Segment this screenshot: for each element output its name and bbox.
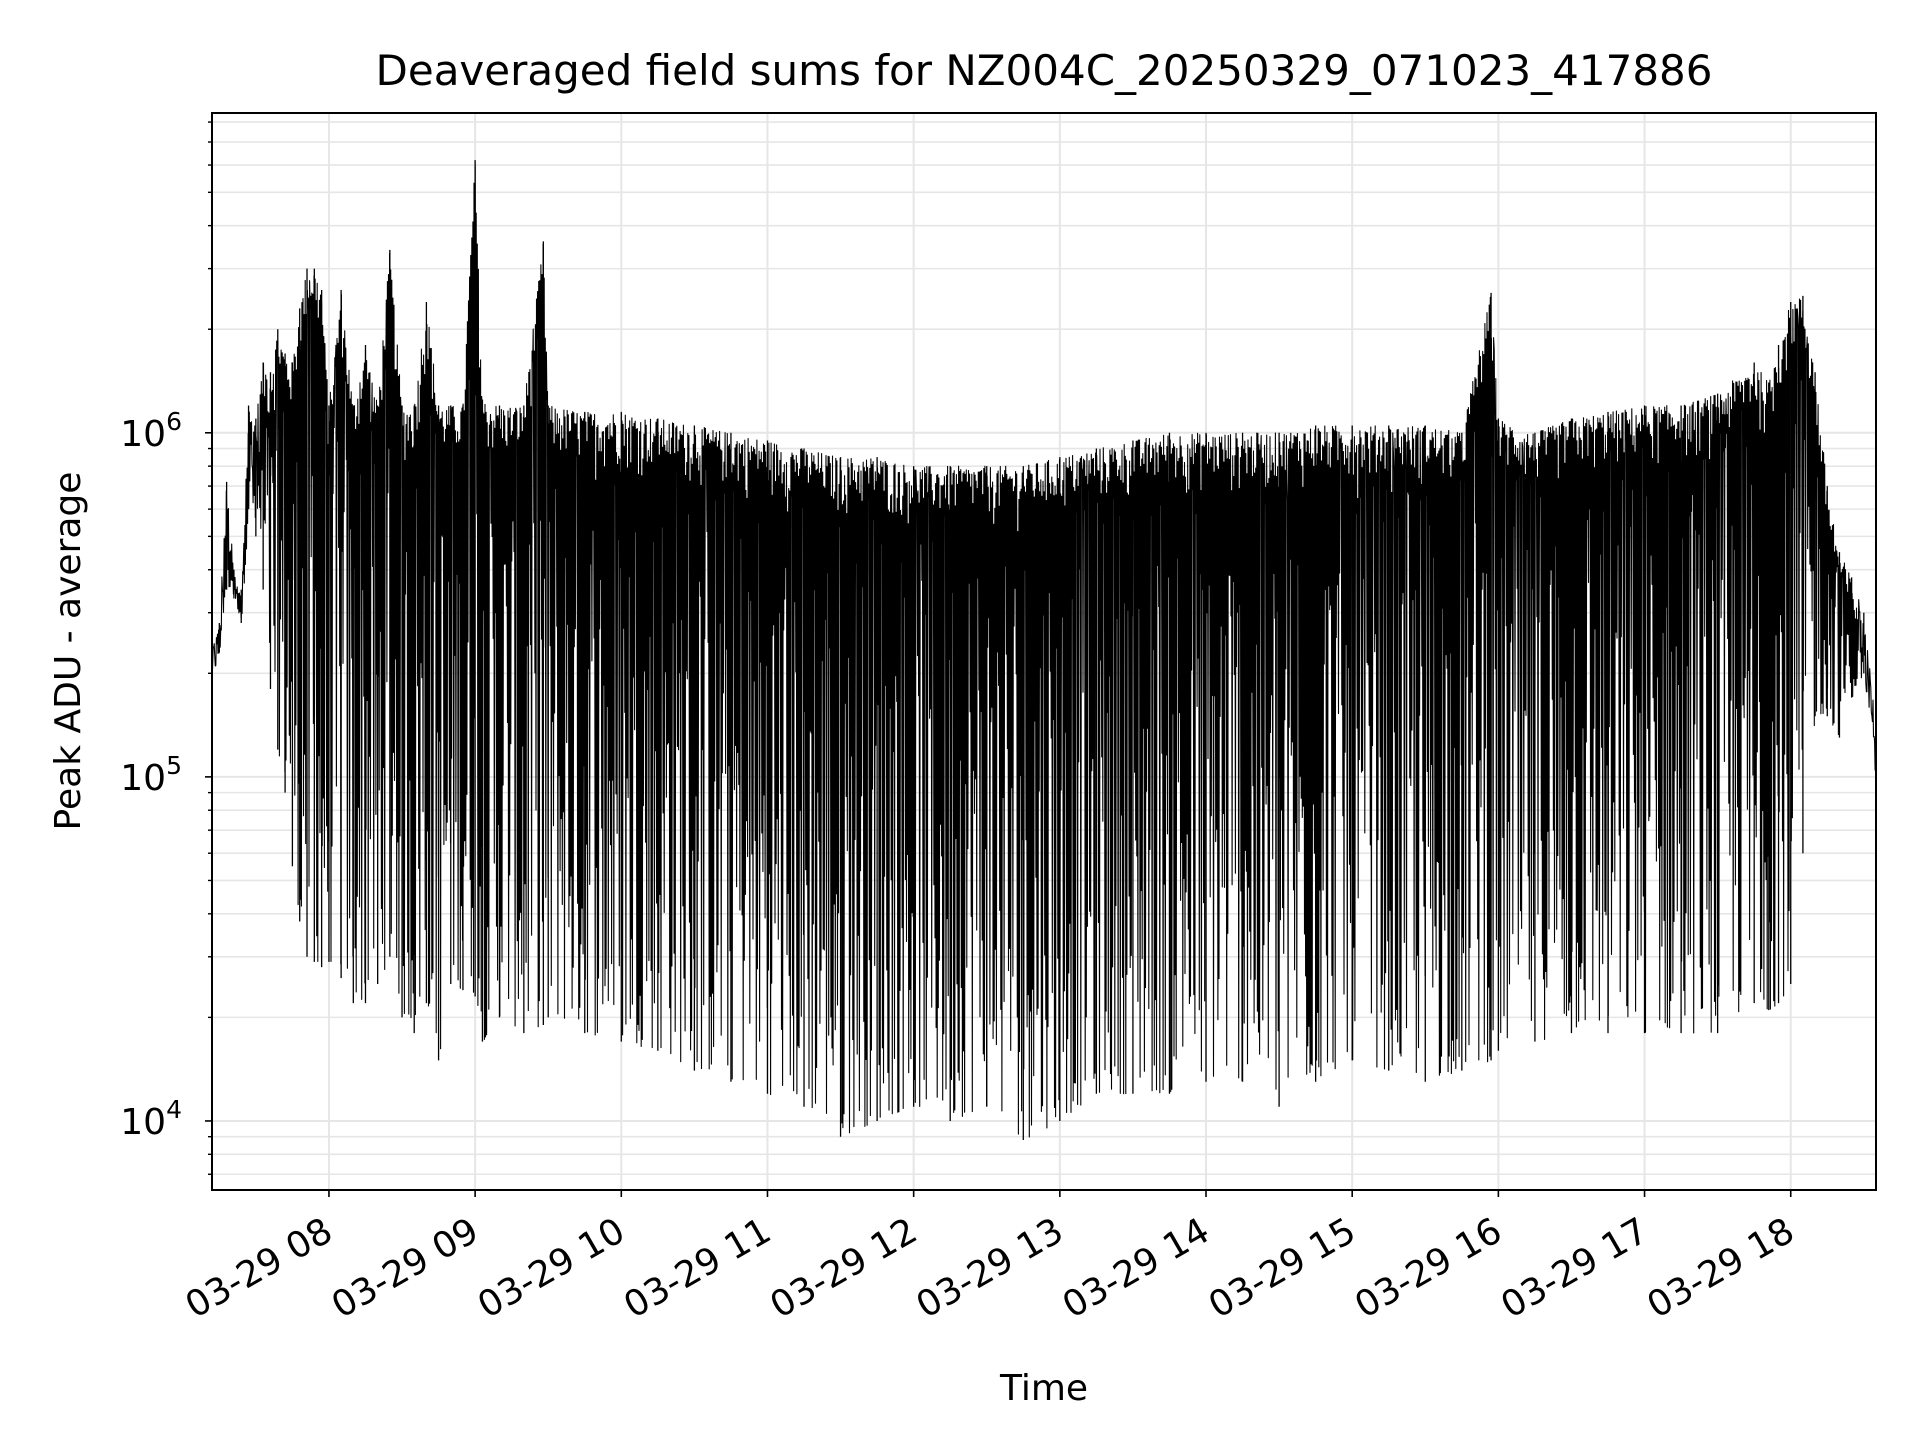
series-trace — [211, 164, 1877, 1138]
y-tick-label: 104 — [120, 1095, 182, 1143]
chart-title: Deaveraged field sums for NZ004C_2025032… — [376, 46, 1713, 95]
plot-area-frame — [211, 112, 1877, 1191]
x-axis-label: Time — [999, 1368, 1088, 1409]
y-axis-label: Peak ADU - average — [48, 472, 89, 831]
data-series — [211, 160, 1877, 1141]
y-tick-label: 106 — [120, 407, 182, 455]
y-tick-label: 105 — [120, 751, 182, 799]
